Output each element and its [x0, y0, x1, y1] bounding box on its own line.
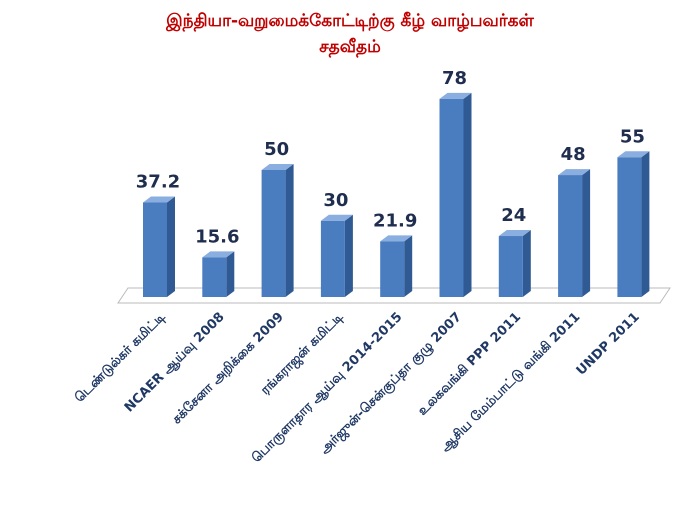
bar-top — [617, 151, 650, 158]
bar-front — [498, 236, 523, 297]
bar — [498, 230, 531, 297]
value-label: 78 — [442, 68, 467, 89]
bar — [143, 196, 175, 297]
bar-side — [522, 230, 531, 297]
bar-top — [320, 214, 353, 221]
bar — [202, 251, 235, 297]
bar — [261, 164, 294, 297]
value-label: 55 — [620, 126, 645, 147]
bar-side — [404, 235, 413, 297]
bar-front — [261, 170, 286, 297]
bar-side — [344, 214, 353, 297]
bar — [439, 92, 472, 297]
bar-top — [202, 251, 235, 258]
bar-front — [617, 157, 642, 297]
bar-side — [285, 164, 294, 297]
bar-top — [439, 92, 472, 99]
bar — [617, 151, 650, 297]
bar — [558, 169, 591, 297]
bar-top — [261, 164, 294, 170]
bar-side — [582, 169, 591, 297]
value-label: 48 — [561, 144, 586, 165]
x-tick-label: உலகவங்கி PPP 2011 — [415, 310, 524, 419]
value-label: 37.2 — [136, 172, 180, 193]
x-tick-label: NCAER ஆய்வு 2008 — [122, 310, 228, 416]
bar-side — [641, 151, 650, 297]
bar-top — [380, 235, 413, 242]
value-label: 50 — [264, 139, 289, 160]
bar-front — [558, 175, 583, 297]
bar-side — [167, 196, 175, 297]
chart-title: இந்தியா-வறுமைக்கோட்டிற்கு கீழ் வாழ்பவர்க… — [166, 11, 534, 57]
bar — [320, 214, 353, 297]
bar-front — [439, 98, 464, 297]
bar-side — [463, 92, 472, 297]
bar-side — [226, 251, 235, 297]
x-tick-label: UNDP 2011 — [574, 310, 643, 379]
bar-top — [498, 230, 531, 237]
value-label: 15.6 — [195, 226, 239, 247]
x-tick-label: சக்சேனா அறிக்கை 2009 — [169, 310, 286, 427]
bar-top — [143, 196, 175, 203]
bar-front — [320, 220, 345, 297]
value-label: 30 — [323, 190, 348, 211]
value-label: 21.9 — [373, 210, 417, 231]
bar-front — [380, 241, 405, 297]
bar-top — [558, 169, 591, 176]
bar-front — [143, 202, 167, 297]
bar — [380, 235, 413, 297]
bar-front — [202, 257, 227, 297]
value-label: 24 — [501, 205, 526, 226]
